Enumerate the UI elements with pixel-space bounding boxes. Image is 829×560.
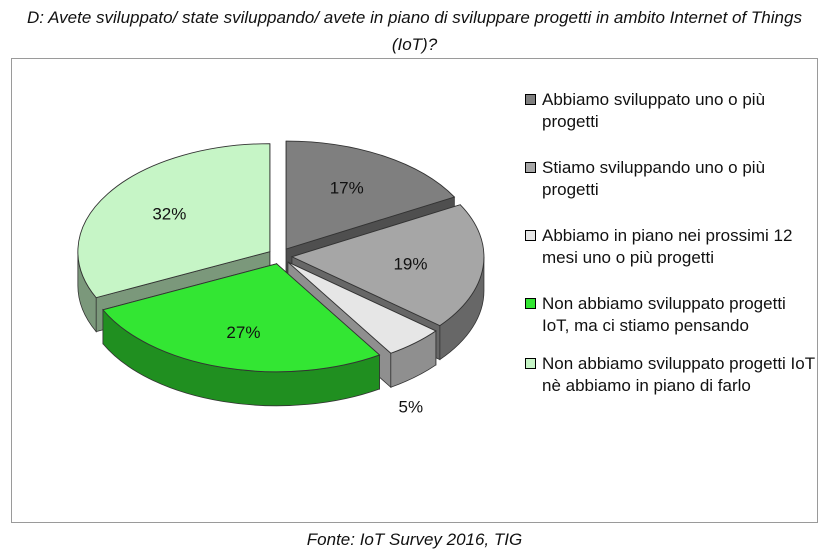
legend-item-3: Abbiamo in piano nei prossimi 12 mesi un… xyxy=(525,225,815,269)
legend-item-1: Abbiamo sviluppato uno o più progetti xyxy=(525,89,815,133)
legend-item-2: Stiamo sviluppando uno o più progetti xyxy=(525,157,815,201)
chart-frame: 17% 19% 5% 27% 32% Abbiamo sviluppato uno o … xyxy=(11,58,818,523)
data-label-2: 19% xyxy=(393,254,427,273)
legend-item-5: Non abbiamo sviluppato progetti IoT nè a… xyxy=(525,353,815,397)
source-note: Fonte: IoT Survey 2016, TIG xyxy=(306,530,523,549)
legend-label-3: Abbiamo in piano nei prossimi 12 mesi un… xyxy=(542,226,793,267)
legend-swatch-2 xyxy=(525,162,536,173)
chart-title: D: Avete sviluppato/ state sviluppando/ … xyxy=(27,8,802,54)
legend-label-1: Abbiamo sviluppato uno o più progetti xyxy=(542,90,766,131)
pie-chart: 17% 19% 5% 27% 32% xyxy=(77,140,485,417)
legend-swatch-3 xyxy=(525,230,536,241)
data-label-4: 27% xyxy=(226,323,260,342)
legend-label-4: Non abbiamo sviluppato progetti IoT, ma … xyxy=(542,294,786,335)
data-label-3: 5% xyxy=(399,398,424,417)
legend: Abbiamo sviluppato uno o più progetti Sti… xyxy=(525,89,815,397)
legend-label-5: Non abbiamo sviluppato progetti IoT nè a… xyxy=(542,354,815,395)
legend-swatch-1 xyxy=(525,94,536,105)
data-label-1: 17% xyxy=(330,179,364,198)
legend-label-2: Stiamo sviluppando uno o più progetti xyxy=(542,158,766,199)
legend-item-4: Non abbiamo sviluppato progetti IoT, ma … xyxy=(525,293,815,337)
legend-swatch-4 xyxy=(525,298,536,309)
legend-swatch-5 xyxy=(525,358,536,369)
pie-slice-4 xyxy=(102,262,381,407)
data-label-5: 32% xyxy=(152,204,186,223)
